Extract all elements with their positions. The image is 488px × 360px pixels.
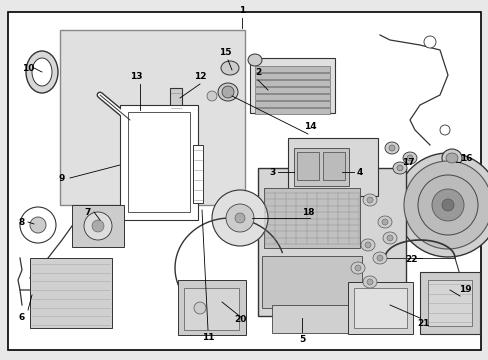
Circle shape <box>423 36 435 48</box>
Ellipse shape <box>382 232 396 244</box>
Circle shape <box>406 155 412 161</box>
Bar <box>271 305 351 333</box>
Bar <box>254 73 329 78</box>
Ellipse shape <box>372 252 386 264</box>
Circle shape <box>20 207 56 243</box>
Bar <box>347 282 412 334</box>
Text: 16: 16 <box>459 153 471 162</box>
Bar <box>254 101 329 107</box>
Circle shape <box>354 265 360 271</box>
Bar <box>254 108 329 113</box>
Bar <box>427 280 471 326</box>
Text: 22: 22 <box>405 256 417 265</box>
Text: 7: 7 <box>84 207 91 216</box>
Ellipse shape <box>218 83 238 101</box>
Circle shape <box>441 199 453 211</box>
Circle shape <box>386 235 392 241</box>
Circle shape <box>417 175 477 235</box>
Ellipse shape <box>362 194 376 206</box>
Bar <box>249 58 334 113</box>
Bar <box>193 145 203 203</box>
Text: 11: 11 <box>202 333 214 342</box>
Ellipse shape <box>402 152 416 164</box>
Bar <box>60 30 244 205</box>
Circle shape <box>431 189 463 221</box>
Circle shape <box>395 153 488 257</box>
Circle shape <box>403 161 488 249</box>
Text: 8: 8 <box>19 217 25 226</box>
Text: 2: 2 <box>254 68 261 77</box>
Ellipse shape <box>384 142 398 154</box>
Ellipse shape <box>362 276 376 288</box>
Bar <box>254 80 329 86</box>
Circle shape <box>381 219 387 225</box>
Circle shape <box>194 302 205 314</box>
Ellipse shape <box>26 51 58 93</box>
Circle shape <box>388 145 394 151</box>
Bar <box>419 272 479 334</box>
Circle shape <box>212 190 267 246</box>
Bar <box>254 94 329 99</box>
Bar <box>170 88 182 198</box>
Text: 14: 14 <box>303 122 316 131</box>
Text: 15: 15 <box>218 48 231 57</box>
Bar <box>254 66 329 72</box>
Circle shape <box>376 255 382 261</box>
Ellipse shape <box>441 149 461 167</box>
Circle shape <box>364 242 370 248</box>
Text: 6: 6 <box>19 314 25 323</box>
Circle shape <box>396 165 402 171</box>
Text: 17: 17 <box>401 158 413 166</box>
Bar <box>287 138 377 196</box>
Bar <box>128 112 190 212</box>
Text: 13: 13 <box>129 72 142 81</box>
Ellipse shape <box>32 58 52 86</box>
Bar <box>178 280 245 335</box>
Ellipse shape <box>392 162 406 174</box>
Text: 21: 21 <box>417 320 429 328</box>
Ellipse shape <box>360 239 374 251</box>
Circle shape <box>366 279 372 285</box>
Circle shape <box>30 217 46 233</box>
Circle shape <box>222 86 234 98</box>
Ellipse shape <box>221 61 239 75</box>
Text: 20: 20 <box>233 315 245 324</box>
Text: 19: 19 <box>458 285 470 294</box>
Text: 5: 5 <box>298 336 305 345</box>
Circle shape <box>225 204 253 232</box>
Text: 1: 1 <box>238 5 244 14</box>
Bar <box>293 148 348 186</box>
Bar <box>254 87 329 93</box>
Text: 18: 18 <box>301 207 314 216</box>
Bar <box>264 188 359 248</box>
Ellipse shape <box>350 262 364 274</box>
Text: 3: 3 <box>268 167 275 176</box>
Bar <box>262 256 361 308</box>
Bar <box>323 152 345 180</box>
Ellipse shape <box>377 216 391 228</box>
Circle shape <box>439 125 449 135</box>
Text: 4: 4 <box>356 167 363 176</box>
Circle shape <box>92 220 104 232</box>
Circle shape <box>366 197 372 203</box>
Bar <box>120 105 198 220</box>
Bar <box>183 288 239 330</box>
Bar <box>353 288 406 328</box>
Text: 10: 10 <box>22 63 34 72</box>
Text: 12: 12 <box>193 72 206 81</box>
Ellipse shape <box>445 153 457 163</box>
Bar <box>258 168 405 316</box>
Circle shape <box>84 212 112 240</box>
Text: 9: 9 <box>59 174 65 183</box>
Bar <box>30 258 112 328</box>
Ellipse shape <box>247 54 262 66</box>
Circle shape <box>235 213 244 223</box>
Bar <box>72 205 124 247</box>
Bar <box>296 152 318 180</box>
Circle shape <box>206 91 217 101</box>
